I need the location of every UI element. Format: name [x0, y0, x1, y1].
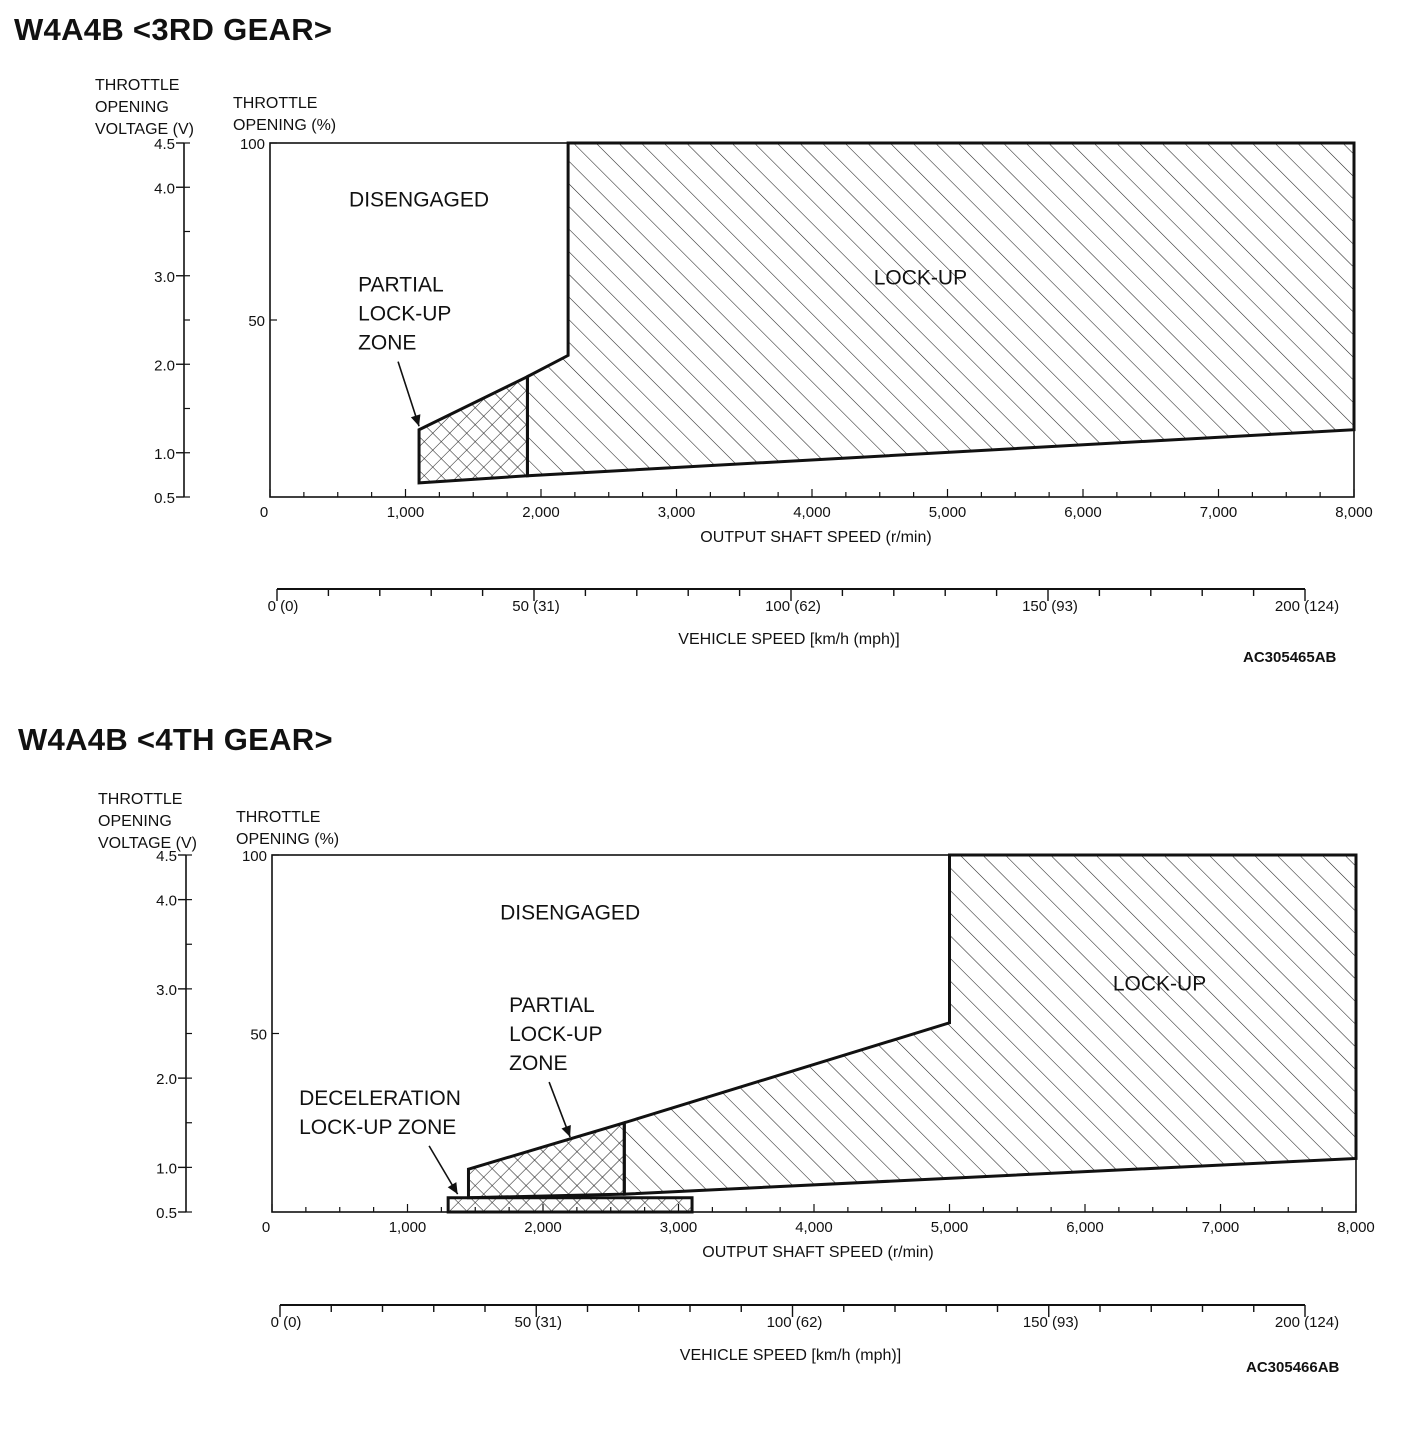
- arrow-head: [447, 1182, 458, 1195]
- y-tick-label: 50: [250, 1027, 267, 1044]
- x-tick-label: 5,000: [929, 504, 967, 521]
- vehicle-speed-label: 150 (93): [1023, 1314, 1079, 1331]
- x-tick-label: 6,000: [1064, 504, 1102, 521]
- x-tick-label: 7,000: [1202, 1219, 1240, 1236]
- vehicle-speed-axis-label: VEHICLE SPEED [km/h (mph)]: [678, 631, 899, 648]
- voltage-axis-label: OPENING: [98, 813, 172, 830]
- x-tick-label: 2,000: [524, 1219, 562, 1236]
- voltage-tick-label: 4.0: [154, 180, 175, 197]
- figure-code-4th-gear: AC305466AB: [1246, 1359, 1340, 1376]
- zone-label: LOCK-UP: [509, 1023, 602, 1046]
- y-tick-label: 50: [248, 313, 265, 330]
- chart-title-3rd-gear: W4A4B <3RD GEAR>: [14, 12, 333, 47]
- vehicle-speed-axis-label: VEHICLE SPEED [km/h (mph)]: [680, 1347, 901, 1364]
- vehicle-speed-label: 100 (62): [767, 1314, 823, 1331]
- voltage-axis-label: THROTTLE: [98, 791, 182, 808]
- x-tick-label: 6,000: [1066, 1219, 1104, 1236]
- zone-label: ZONE: [358, 332, 416, 355]
- vehicle-speed-label: 50 (31): [514, 1314, 562, 1331]
- vehicle-speed-label: 150 (93): [1022, 598, 1078, 615]
- zone-label: DISENGAGED: [500, 901, 640, 924]
- zone-partial-lockup: [466, 1120, 626, 1200]
- lockup-chart-4th-gear: 0 1,000 2,000 3,000 4,000 5,000 6,000 7,000 8,00…: [98, 791, 1375, 1364]
- zone-label: LOCK-UP: [358, 303, 451, 326]
- vehicle-speed-label: 0 (0): [268, 598, 299, 615]
- lockup-chart-3rd-gear: 0 1,000 2,000 3,000 4,000 5,000 6,000 7,000 8,00…: [95, 77, 1373, 648]
- x-tick-label: 3,000: [658, 504, 696, 521]
- voltage-axis-label: VOLTAGE (V): [95, 121, 194, 138]
- voltage-tick-label: 3.0: [154, 269, 175, 286]
- x-tick-label: 5,000: [931, 1219, 969, 1236]
- voltage-tick-label: 4.5: [154, 136, 175, 153]
- y-axis-label: OPENING (%): [236, 831, 339, 848]
- voltage-tick-label: 1.0: [156, 1160, 177, 1177]
- zone-label: LOCK-UP: [1113, 973, 1206, 996]
- y-tick-label: 100: [240, 136, 265, 153]
- zone-partial-lockup: [417, 374, 529, 485]
- vehicle-speed-label: 50 (31): [512, 598, 560, 615]
- x-tick-label: 1,000: [387, 504, 425, 521]
- x-tick-label: 1,000: [389, 1219, 427, 1236]
- x-tick-label: 2,000: [522, 504, 560, 521]
- y-axis-label: OPENING (%): [233, 117, 336, 134]
- zone-pointer-arrow: [397, 361, 420, 427]
- x-tick-label: 8,000: [1337, 1219, 1375, 1236]
- zone-label: ZONE: [509, 1052, 567, 1075]
- voltage-tick-label: 4.0: [156, 893, 177, 910]
- x-tick-label: 4,000: [795, 1219, 833, 1236]
- x-tick-label: 3,000: [660, 1219, 698, 1236]
- x-tick-label: 0: [260, 504, 268, 521]
- x-tick-label: 8,000: [1335, 504, 1373, 521]
- voltage-tick-label: 2.0: [156, 1071, 177, 1088]
- zone-label: PARTIAL: [358, 274, 444, 297]
- zone-deceleration-lockup: [446, 1196, 694, 1214]
- voltage-tick-label: 4.5: [156, 848, 177, 865]
- figure-code-3rd-gear: AC305465AB: [1243, 649, 1337, 666]
- voltage-axis-label: THROTTLE: [95, 77, 179, 94]
- zone-lockup: [622, 853, 1358, 1196]
- chart-title-4th-gear: W4A4B <4TH GEAR>: [18, 722, 333, 757]
- zone-label: LOCK-UP: [874, 267, 967, 290]
- x-tick-label: 4,000: [793, 504, 831, 521]
- vehicle-speed-label: 200 (124): [1275, 1314, 1339, 1331]
- voltage-tick-label: 2.0: [154, 357, 175, 374]
- x-tick-label: 7,000: [1200, 504, 1238, 521]
- vehicle-speed-label: 200 (124): [1275, 598, 1339, 615]
- voltage-axis-label: VOLTAGE (V): [98, 835, 197, 852]
- y-axis-label: THROTTLE: [236, 809, 320, 826]
- x-axis-label: OUTPUT SHAFT SPEED (r/min): [700, 529, 931, 546]
- voltage-tick-label: 1.0: [154, 446, 175, 463]
- vehicle-speed-label: 0 (0): [271, 1314, 302, 1331]
- x-tick-label: 0: [262, 1219, 270, 1236]
- voltage-axis-label: OPENING: [95, 99, 169, 116]
- y-axis-label: THROTTLE: [233, 95, 317, 112]
- voltage-tick-label: 0.5: [154, 490, 175, 507]
- zone-lockup: [525, 141, 1356, 478]
- arrow-head: [561, 1124, 571, 1138]
- arrow-head: [410, 414, 421, 427]
- vehicle-speed-label: 100 (62): [765, 598, 821, 615]
- y-tick-label: 100: [242, 848, 267, 865]
- voltage-tick-label: 3.0: [156, 982, 177, 999]
- x-axis-label: OUTPUT SHAFT SPEED (r/min): [702, 1244, 933, 1261]
- zone-label: LOCK-UP ZONE: [299, 1116, 456, 1139]
- zone-label: DISENGAGED: [349, 189, 489, 212]
- zone-label: PARTIAL: [509, 994, 595, 1017]
- zone-label: DECELERATION: [299, 1087, 461, 1110]
- voltage-tick-label: 0.5: [156, 1205, 177, 1222]
